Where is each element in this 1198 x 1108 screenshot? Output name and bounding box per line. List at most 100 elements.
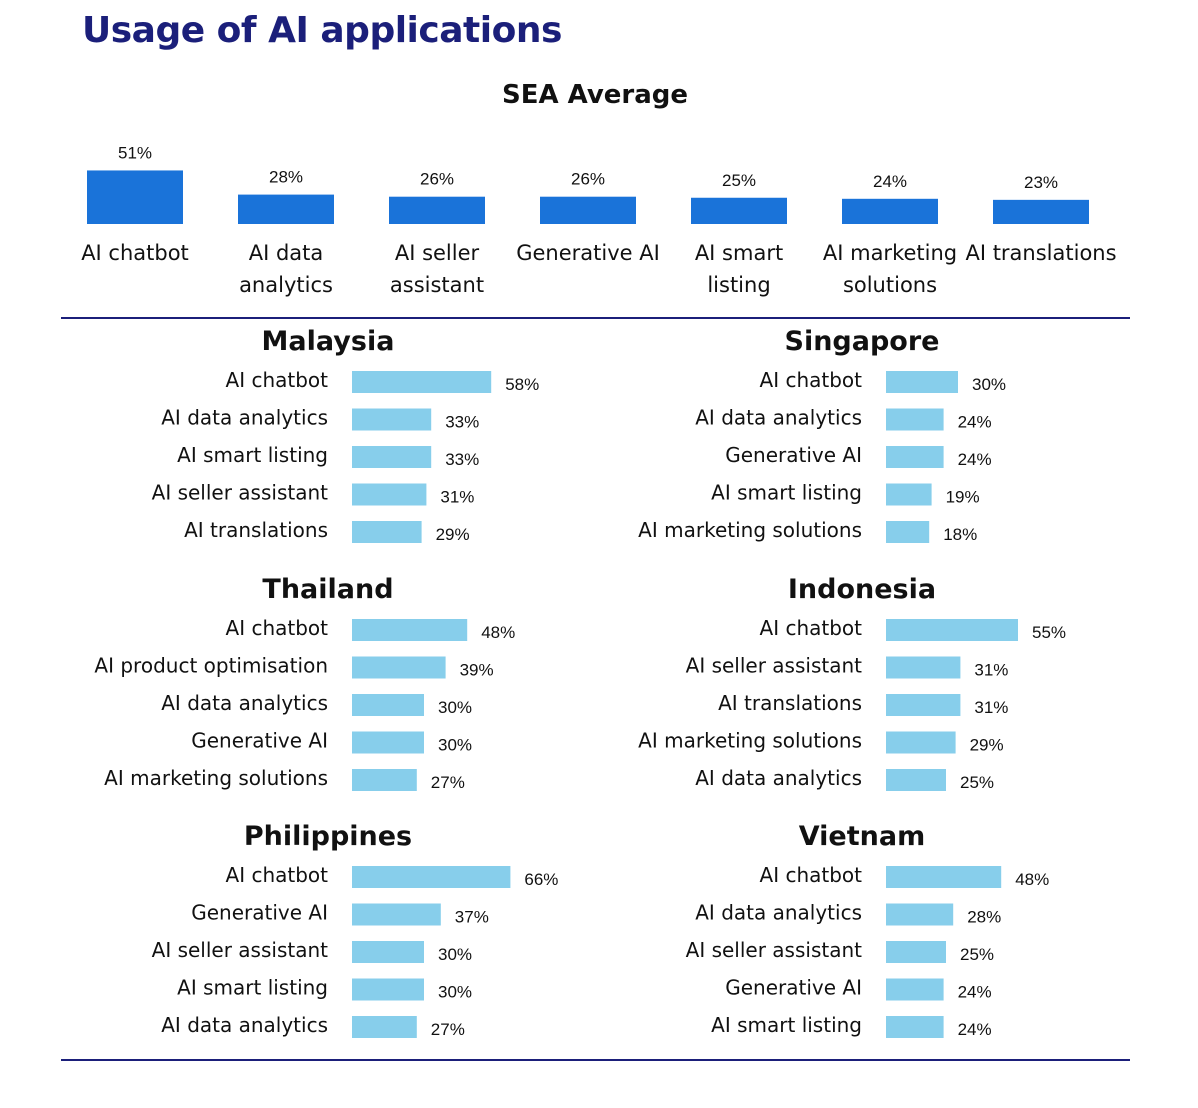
philippines-title: Philippines	[243, 821, 413, 852]
thailand-category-label-generative-ai: Generative AI	[191, 729, 328, 753]
malaysia-category-label-ai-translations: AI translations	[184, 518, 328, 542]
sea-category-label-generative-ai: Generative AI	[516, 241, 660, 265]
thailand-value-label-ai-marketing-solutions: 27%	[431, 773, 465, 792]
indonesia-bar-ai-chatbot	[886, 619, 1018, 641]
divider-bottom	[61, 1059, 1130, 1061]
singapore-value-label-ai-smart-listing: 19%	[946, 488, 980, 507]
vietnam-bar-ai-data-analytics	[886, 903, 954, 926]
sea-bar-ai-translations	[993, 199, 1089, 224]
philippines-value-label-ai-seller-assistant: 30%	[438, 945, 472, 964]
singapore-bar-ai-smart-listing	[886, 483, 932, 506]
singapore-title: Singapore	[784, 326, 940, 357]
indonesia-value-label-ai-chatbot: 55%	[1032, 623, 1066, 642]
thailand-category-label-ai-chatbot: AI chatbot	[226, 616, 329, 640]
vietnam-value-label-ai-seller-assistant: 25%	[960, 945, 994, 964]
philippines-category-label-ai-smart-listing: AI smart listing	[177, 976, 328, 1000]
indonesia-panel: Indonesia AI chatbot 55% AI seller assista…	[582, 574, 1142, 794]
malaysia-value-label-ai-data-analytics: 33%	[445, 413, 479, 432]
philippines-value-label-ai-chatbot: 66%	[524, 870, 558, 889]
singapore-value-label-generative-ai: 24%	[958, 450, 992, 469]
malaysia-value-label-ai-smart-listing: 33%	[445, 450, 479, 469]
thailand-panel: Thailand AI chatbot 48% AI product optimis…	[48, 574, 608, 794]
indonesia-category-label-ai-marketing-solutions: AI marketing solutions	[638, 729, 862, 753]
sea-average-title: SEA Average	[501, 80, 689, 110]
vietnam-bar-ai-smart-listing	[886, 1016, 944, 1038]
singapore-bar-chart: AI chatbot 30% AI data analytics 24% Generat…	[638, 368, 1006, 544]
thailand-category-label-ai-data-analytics: AI data analytics	[161, 691, 328, 715]
vietnam-category-label-ai-smart-listing: AI smart listing	[711, 1013, 862, 1037]
thailand-bar-ai-product-optimisation	[352, 656, 446, 679]
philippines-value-label-generative-ai: 37%	[455, 908, 489, 927]
thailand-bar-generative-ai	[352, 731, 424, 754]
sea-category-label-ai-seller-assistant: AI seller	[395, 241, 480, 265]
thailand-value-label-ai-data-analytics: 30%	[438, 698, 472, 717]
vietnam-category-label-generative-ai: Generative AI	[725, 976, 862, 1000]
singapore-bar-generative-ai	[886, 446, 944, 468]
sea-value-label-ai-marketing-solutions: 24%	[873, 172, 907, 191]
thailand-bar-ai-data-analytics	[352, 694, 424, 716]
sea-category-label-ai-smart-listing: listing	[707, 273, 770, 297]
vietnam-bar-generative-ai	[886, 978, 944, 1001]
thailand-bar-ai-chatbot	[352, 619, 468, 641]
indonesia-bar-ai-marketing-solutions	[886, 731, 956, 754]
philippines-category-label-generative-ai: Generative AI	[191, 901, 328, 925]
sea-bar-generative-ai	[540, 196, 636, 224]
malaysia-category-label-ai-data-analytics: AI data analytics	[161, 406, 328, 430]
philippines-category-label-ai-chatbot: AI chatbot	[226, 863, 329, 887]
thailand-category-label-ai-product-optimisation: AI product optimisation	[94, 654, 328, 678]
philippines-bar-ai-seller-assistant	[352, 941, 424, 963]
malaysia-title: Malaysia	[261, 326, 395, 357]
malaysia-bar-ai-data-analytics	[352, 408, 432, 431]
malaysia-bar-chart: AI chatbot 58% AI data analytics 33% AI smar…	[152, 368, 540, 544]
malaysia-category-label-ai-seller-assistant: AI seller assistant	[152, 481, 329, 505]
divider-top	[61, 317, 1130, 319]
philippines-value-label-ai-data-analytics: 27%	[431, 1020, 465, 1039]
indonesia-category-label-ai-chatbot: AI chatbot	[760, 616, 863, 640]
thailand-value-label-ai-product-optimisation: 39%	[460, 661, 494, 680]
vietnam-category-label-ai-data-analytics: AI data analytics	[695, 901, 862, 925]
sea-value-label-generative-ai: 26%	[571, 170, 605, 189]
sea-value-label-ai-smart-listing: 25%	[722, 171, 756, 190]
vietnam-bar-ai-chatbot	[886, 866, 1002, 888]
malaysia-value-label-ai-translations: 29%	[436, 525, 470, 544]
indonesia-category-label-ai-seller-assistant: AI seller assistant	[686, 654, 863, 678]
sea-bar-ai-marketing-solutions	[842, 198, 938, 224]
singapore-category-label-ai-marketing-solutions: AI marketing solutions	[638, 518, 862, 542]
indonesia-bar-chart: AI chatbot 55% AI seller assistant 31% AI tr…	[638, 616, 1066, 792]
sea-value-label-ai-translations: 23%	[1024, 173, 1058, 192]
singapore-bar-ai-chatbot	[886, 371, 958, 393]
indonesia-value-label-ai-seller-assistant: 31%	[974, 661, 1008, 680]
singapore-value-label-ai-data-analytics: 24%	[958, 413, 992, 432]
vietnam-title: Vietnam	[798, 821, 926, 852]
philippines-panel: Philippines AI chatbot 66% Generative AI 37…	[48, 821, 608, 1041]
vietnam-value-label-ai-data-analytics: 28%	[967, 908, 1001, 927]
vietnam-value-label-generative-ai: 24%	[958, 983, 992, 1002]
thailand-bar-ai-marketing-solutions	[352, 769, 417, 791]
vietnam-value-label-ai-smart-listing: 24%	[958, 1020, 992, 1039]
indonesia-title: Indonesia	[787, 574, 937, 605]
malaysia-panel: Malaysia AI chatbot 58% AI data analytics 3…	[48, 326, 608, 546]
singapore-value-label-ai-chatbot: 30%	[972, 375, 1006, 394]
malaysia-value-label-ai-chatbot: 58%	[505, 375, 539, 394]
vietnam-panel: Vietnam AI chatbot 48% AI data analytics 28…	[582, 821, 1142, 1041]
singapore-value-label-ai-marketing-solutions: 18%	[943, 525, 977, 544]
sea-category-label-ai-seller-assistant: assistant	[390, 273, 484, 297]
indonesia-category-label-ai-data-analytics: AI data analytics	[695, 766, 862, 790]
philippines-bar-ai-smart-listing	[352, 978, 424, 1001]
sea-bar-ai-data-analytics	[238, 194, 334, 224]
indonesia-bar-ai-translations	[886, 694, 961, 716]
malaysia-bar-ai-smart-listing	[352, 446, 432, 468]
thailand-category-label-ai-marketing-solutions: AI marketing solutions	[104, 766, 328, 790]
thailand-bar-chart: AI chatbot 48% AI product optimisation 39% A…	[94, 616, 515, 792]
malaysia-bar-ai-seller-assistant	[352, 483, 427, 506]
sea-category-label-ai-marketing-solutions: AI marketing	[823, 241, 957, 265]
malaysia-bar-ai-translations	[352, 521, 422, 543]
singapore-bar-ai-data-analytics	[886, 408, 944, 431]
malaysia-bar-ai-chatbot	[352, 371, 492, 393]
sea-bar-ai-seller-assistant	[389, 196, 485, 224]
sea-category-label-ai-translations: AI translations	[965, 241, 1116, 265]
singapore-category-label-ai-chatbot: AI chatbot	[760, 368, 863, 392]
philippines-bar-chart: AI chatbot 66% Generative AI 37% AI seller a…	[152, 863, 559, 1039]
thailand-title: Thailand	[262, 574, 394, 605]
malaysia-value-label-ai-seller-assistant: 31%	[440, 488, 474, 507]
